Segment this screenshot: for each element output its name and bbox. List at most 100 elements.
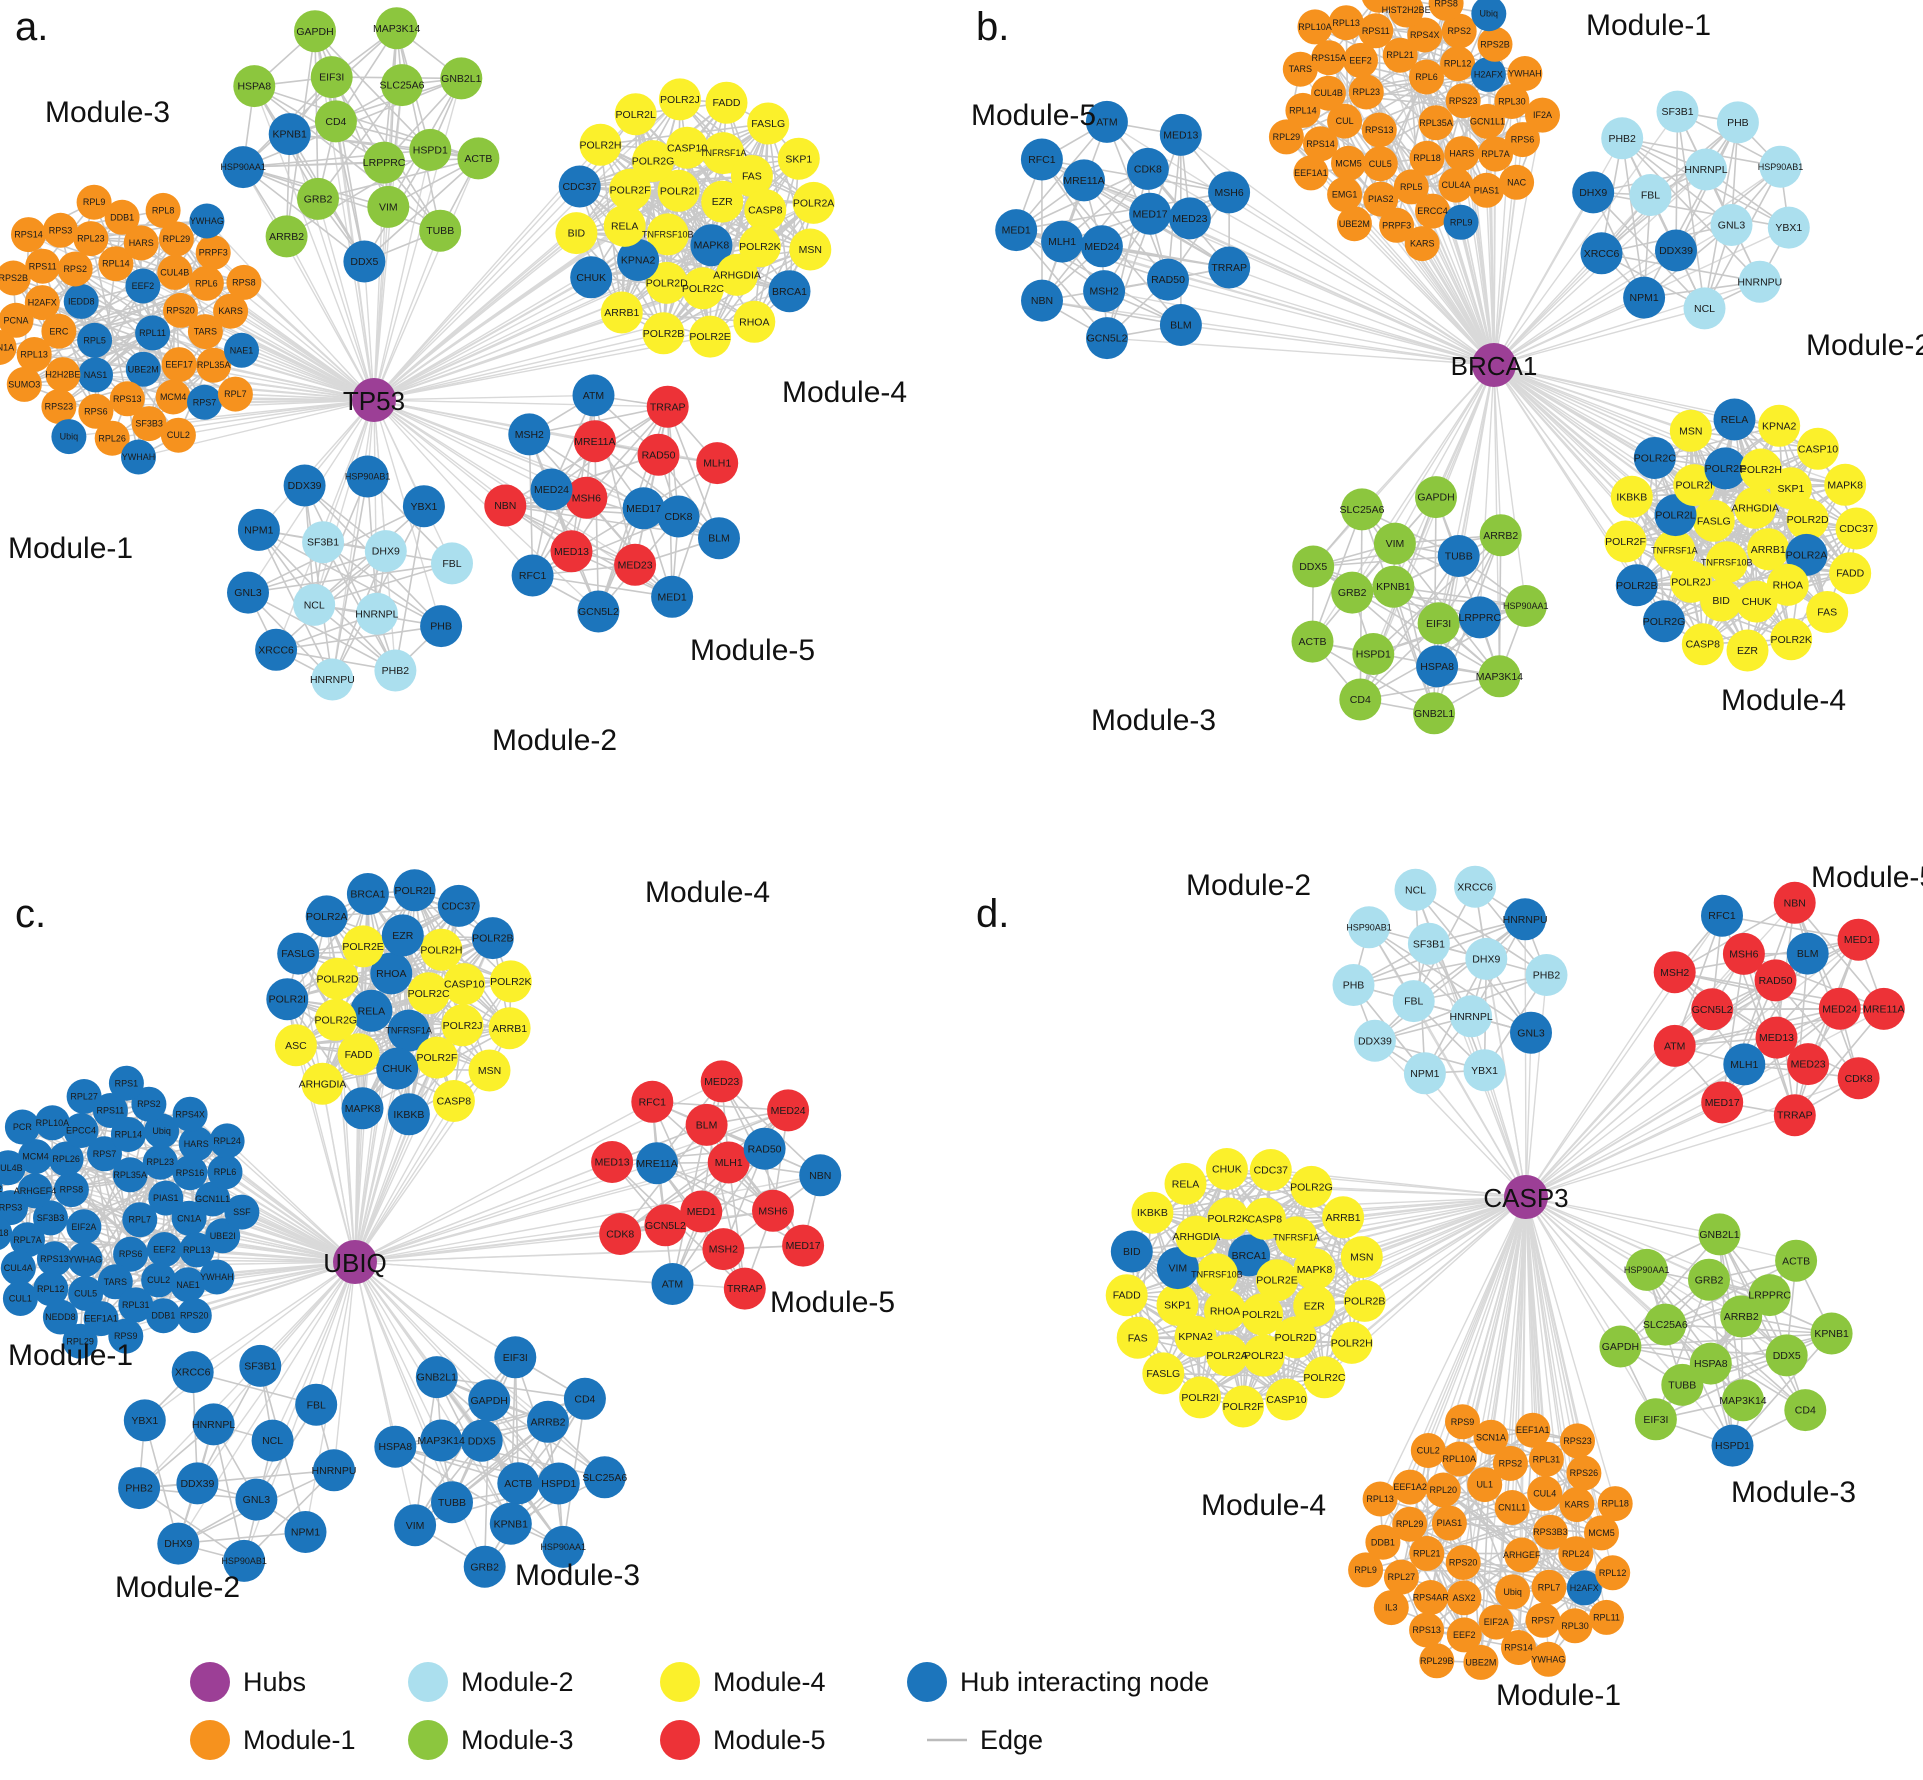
svg-text:PHB: PHB: [1343, 980, 1365, 992]
svg-text:RPS2B: RPS2B: [0, 273, 28, 283]
svg-text:RPS8: RPS8: [60, 1185, 84, 1195]
svg-text:EIF2A: EIF2A: [1484, 1617, 1509, 1627]
svg-text:RPS3: RPS3: [0, 1203, 22, 1213]
svg-text:HSPA8: HSPA8: [378, 1441, 412, 1453]
svg-text:RPL29: RPL29: [1396, 1519, 1424, 1529]
svg-text:UBE2M: UBE2M: [1465, 1658, 1496, 1668]
svg-text:NBN: NBN: [1784, 897, 1806, 909]
svg-text:MAPK8: MAPK8: [345, 1103, 381, 1115]
svg-text:MSH6: MSH6: [1729, 948, 1758, 960]
svg-text:FBL: FBL: [1404, 996, 1423, 1008]
svg-text:Module-1: Module-1: [1496, 1679, 1621, 1712]
svg-text:RPS7: RPS7: [1531, 1615, 1555, 1625]
svg-text:BRCA1: BRCA1: [1451, 351, 1538, 381]
svg-text:SLC25A6: SLC25A6: [380, 80, 425, 92]
svg-text:CUL4A: CUL4A: [1441, 180, 1470, 190]
svg-text:ARRB2: ARRB2: [530, 1416, 565, 1428]
svg-text:RPL7: RPL7: [1538, 1582, 1561, 1592]
svg-text:GCN5L2: GCN5L2: [578, 606, 619, 618]
svg-text:GAPDH: GAPDH: [471, 1395, 508, 1407]
svg-text:Module-5: Module-5: [971, 99, 1096, 132]
svg-text:RPS26: RPS26: [1570, 1468, 1599, 1478]
svg-text:RPS7: RPS7: [93, 1149, 117, 1159]
svg-text:RHOA: RHOA: [376, 968, 406, 980]
svg-text:FAS: FAS: [1128, 1332, 1148, 1344]
svg-text:RPL9: RPL9: [1450, 217, 1473, 227]
svg-text:RPL9: RPL9: [83, 197, 106, 207]
svg-text:RPL23: RPL23: [1353, 87, 1381, 97]
svg-text:RPL26: RPL26: [52, 1154, 80, 1164]
svg-text:H2AFX: H2AFX: [28, 298, 57, 308]
svg-text:ARRB2: ARRB2: [269, 231, 304, 243]
svg-text:TNFRSF1A: TNFRSF1A: [700, 148, 747, 158]
svg-text:BID: BID: [1712, 595, 1730, 607]
svg-text:MLH1: MLH1: [1048, 236, 1076, 248]
svg-text:GNL3: GNL3: [1517, 1027, 1545, 1039]
svg-text:POLR2L: POLR2L: [1655, 510, 1695, 522]
svg-text:HNRNPL: HNRNPL: [1684, 164, 1727, 176]
svg-text:RPS2: RPS2: [63, 264, 87, 274]
svg-text:CDC37: CDC37: [562, 181, 597, 193]
svg-text:PIAS1: PIAS1: [1474, 185, 1500, 195]
svg-text:MCM4: MCM4: [160, 392, 187, 402]
svg-text:ASC: ASC: [285, 1040, 307, 1052]
svg-text:NCL: NCL: [1694, 303, 1715, 315]
svg-text:PRPF3: PRPF3: [199, 248, 228, 258]
svg-text:SF3B3: SF3B3: [135, 419, 163, 429]
svg-text:CDC37: CDC37: [442, 900, 477, 912]
svg-text:NPM1: NPM1: [1630, 292, 1659, 304]
svg-text:EEF2: EEF2: [1349, 55, 1372, 65]
svg-text:EZR: EZR: [392, 930, 413, 942]
svg-text:RPS6: RPS6: [84, 406, 108, 416]
svg-text:ACTB: ACTB: [504, 1478, 532, 1490]
svg-text:ATM: ATM: [583, 390, 604, 402]
svg-text:CN1A: CN1A: [177, 1213, 201, 1223]
svg-text:RPL21: RPL21: [1413, 1548, 1441, 1558]
svg-text:MED23: MED23: [1791, 1059, 1826, 1071]
svg-text:RPS4AR: RPS4AR: [1413, 1593, 1450, 1603]
svg-text:HSP90AB1: HSP90AB1: [1758, 162, 1804, 172]
svg-text:RPL26: RPL26: [98, 433, 126, 443]
svg-text:RPS8: RPS8: [232, 278, 256, 288]
svg-text:ACTB: ACTB: [1782, 1255, 1810, 1267]
svg-text:RPS15A: RPS15A: [1312, 53, 1347, 63]
svg-text:CASP10: CASP10: [1798, 443, 1838, 455]
svg-text:PCR: PCR: [13, 1122, 33, 1132]
svg-text:ARRB1: ARRB1: [1326, 1212, 1361, 1224]
svg-text:MED1: MED1: [1002, 225, 1031, 237]
svg-text:MSH6: MSH6: [572, 492, 601, 504]
svg-text:NAE1: NAE1: [230, 345, 254, 355]
svg-text:CASP8: CASP8: [1686, 639, 1721, 651]
svg-text:IEDD8: IEDD8: [68, 297, 95, 307]
svg-text:RPL6: RPL6: [195, 278, 218, 288]
svg-text:PIAS2: PIAS2: [1368, 194, 1394, 204]
svg-text:POLR2F: POLR2F: [1223, 1401, 1264, 1413]
svg-text:YWHAH: YWHAH: [200, 1272, 234, 1282]
svg-text:SF3B1: SF3B1: [1413, 938, 1445, 950]
svg-text:CUL4: CUL4: [1533, 1489, 1556, 1499]
svg-text:EEF17: EEF17: [165, 360, 193, 370]
svg-text:ARRB1: ARRB1: [1751, 544, 1786, 556]
svg-text:RPS4X: RPS4X: [1410, 30, 1440, 40]
svg-text:Module-3: Module-3: [515, 1559, 640, 1592]
svg-text:MSN: MSN: [799, 244, 822, 256]
svg-text:MED17: MED17: [626, 503, 661, 515]
svg-text:POLR2G: POLR2G: [1643, 616, 1686, 628]
svg-text:TARS: TARS: [104, 1277, 127, 1287]
svg-text:PHB2: PHB2: [1608, 133, 1636, 145]
svg-text:YWHAG: YWHAG: [68, 1255, 102, 1265]
svg-text:RPL13: RPL13: [1366, 1494, 1394, 1504]
svg-text:Module-4: Module-4: [1201, 1489, 1326, 1522]
svg-text:RPL18: RPL18: [1413, 153, 1441, 163]
svg-text:IKBKB: IKBKB: [1616, 491, 1647, 503]
svg-text:ERC: ERC: [49, 326, 69, 336]
svg-text:POLR2L: POLR2L: [1242, 1309, 1282, 1321]
svg-text:RAD50: RAD50: [748, 1143, 782, 1155]
svg-text:TUBB: TUBB: [438, 1497, 466, 1509]
svg-text:Hub interacting node: Hub interacting node: [960, 1667, 1209, 1697]
svg-text:CUL4B: CUL4B: [1314, 88, 1343, 98]
svg-text:RPL11: RPL11: [139, 328, 166, 338]
svg-text:IKBKB: IKBKB: [1137, 1207, 1168, 1219]
svg-text:RPS20: RPS20: [180, 1311, 209, 1321]
svg-text:RFC1: RFC1: [519, 570, 547, 582]
